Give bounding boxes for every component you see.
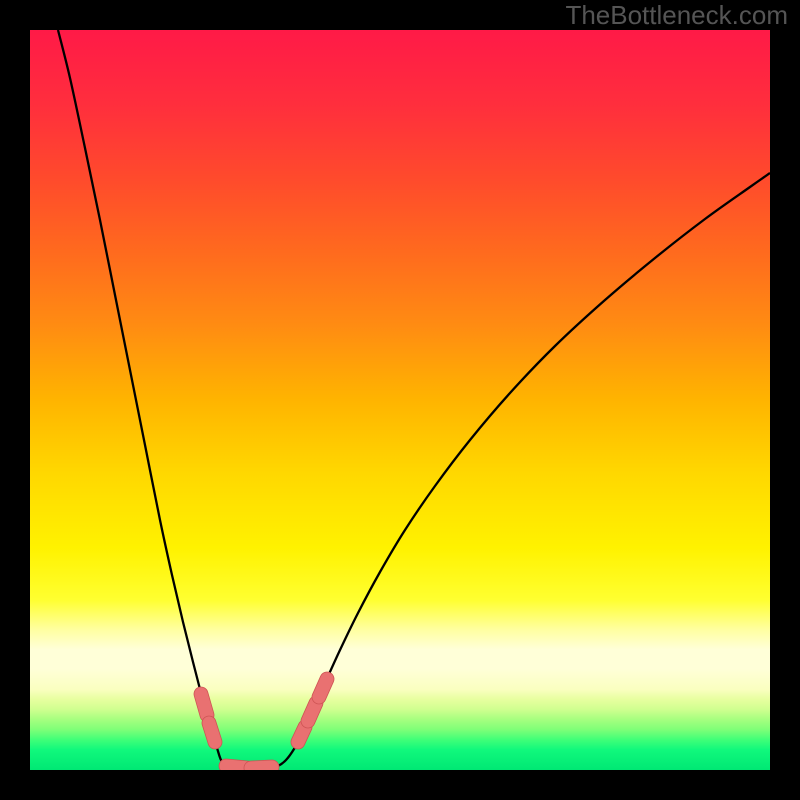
chart-svg [0,0,800,800]
chart-frame: TheBottleneck.com [0,0,800,800]
watermark-text: TheBottleneck.com [565,0,788,31]
plot-background [30,30,770,770]
